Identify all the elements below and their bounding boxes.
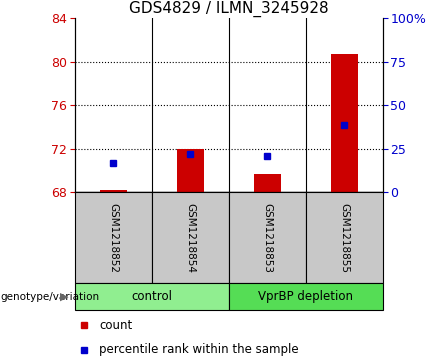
Bar [229,192,306,283]
Text: GSM1218853: GSM1218853 [262,203,272,273]
Bar [229,283,383,310]
Text: percentile rank within the sample: percentile rank within the sample [99,343,299,356]
Bar [306,192,383,283]
Text: GSM1218855: GSM1218855 [339,203,349,273]
Bar [254,174,281,192]
Text: count: count [99,319,133,332]
Bar [152,192,229,283]
Text: genotype/variation: genotype/variation [0,292,99,302]
Text: VprBP depletion: VprBP depletion [258,290,353,303]
Text: ▶: ▶ [59,292,68,302]
Bar [75,192,152,283]
Bar [75,283,229,310]
Bar [177,149,204,192]
Text: GSM1218852: GSM1218852 [108,203,118,273]
Bar [100,189,127,192]
Bar [331,54,358,192]
Text: control: control [131,290,172,303]
Title: GDS4829 / ILMN_3245928: GDS4829 / ILMN_3245928 [129,1,329,17]
Text: GSM1218854: GSM1218854 [185,203,195,273]
